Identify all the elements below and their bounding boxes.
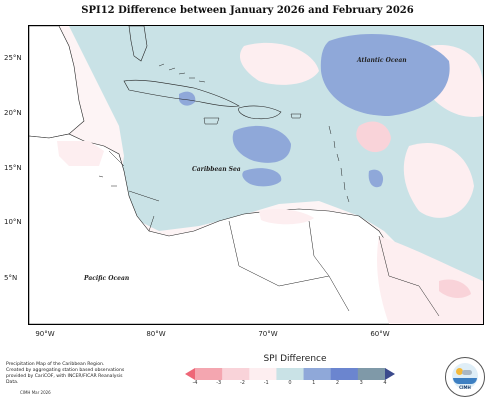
ocean-label-caribbean: Caribbean Sea [192,166,241,173]
legend-tick-label: 2 [335,380,340,386]
legend-swatch [276,368,305,380]
spi-zone-blue-cuba [179,91,196,106]
spi-land-pink-3 [439,279,471,298]
lat-label-25n: 25°N [4,54,22,62]
country-borders [108,150,440,317]
spi-zone-blue-central [242,168,282,187]
legend-arrow-left [185,368,195,380]
spi-land-pink-2 [377,236,483,324]
logo-abbr: CIMH [459,385,471,390]
land-small-islands [98,175,117,187]
logo-circle [452,363,478,389]
land-puerto-rico [290,113,302,119]
spi-zone-blue-east [368,169,384,188]
legend-swatch [222,368,250,380]
land-bahamas [158,63,206,83]
legend-tick-label: 4 [383,380,387,386]
cloud-icon [462,370,472,375]
map-credit: CIMH Mar 2026 [20,390,51,395]
legend-arrow-right [385,368,395,380]
map-svg: Atlantic Ocean Caribbean Sea Pacific Oce… [29,26,483,324]
spi-zone-pink-5 [356,121,391,153]
map-area: Atlantic Ocean Caribbean Sea Pacific Oce… [28,25,484,325]
notes-line-1: Precipitation Map of the Caribbean Regio… [6,362,105,367]
legend-tick-label: -2 [240,380,245,386]
lon-label-80w: 80°W [146,330,166,338]
spi-land-pink-4 [259,208,314,225]
lat-label-10n: 10°N [4,218,22,226]
spi-zone-pink-1 [239,42,319,85]
spi-zone-blue-hispaniola [232,125,291,163]
legend-tick-label: -4 [192,380,198,386]
cimh-logo: CIMH [445,357,485,397]
sun-icon [456,368,463,375]
notes-line-2: Created by aggregating station based obs… [6,368,125,373]
ocean-label-pacific: Pacific Ocean [83,275,129,282]
land-hispaniola [238,105,282,120]
legend-colorbar [185,368,395,380]
legend-tick-label: 3 [359,380,363,386]
land-florida [128,26,148,62]
land-jamaica [203,117,220,125]
lat-label-5n: 5°N [4,274,18,282]
lat-label-15n: 15°N [4,164,22,172]
land-lesser-antilles [328,125,350,203]
legend-tick-label: 1 [312,380,316,386]
legend-title: SPI Difference [263,354,327,364]
legend-swatch [195,368,223,380]
spi-zone-pink-3 [403,142,474,218]
map-title: SPI12 Difference between January 2026 an… [81,5,414,16]
legend-swatch [357,368,386,380]
map-notes: Precipitation Map of the Caribbean Regio… [6,362,136,386]
lat-label-20n: 20°N [4,109,22,117]
lon-label-70w: 70°W [258,330,278,338]
notes-line-3: provided by CariCOF, with INCER/FICAR Re… [6,374,123,385]
lon-label-90w: 90°W [35,330,55,338]
legend-tick-label: -3 [216,380,222,386]
legend-swatch [330,368,359,380]
land-cuba [123,79,240,107]
spi-zone-blue-atlantic [320,33,450,116]
legend-tick-label: -1 [263,380,269,386]
legend-tick-label: 0 [288,380,292,386]
legend-swatch [249,368,277,380]
ocean-label-atlantic: Atlantic Ocean [356,57,407,64]
legend-ticks: -4 -3 -2 -1 0 1 2 3 4 [0,380,495,390]
lon-label-60w: 60°W [370,330,390,338]
legend-swatch [303,368,332,380]
spi-land-pink-1 [57,141,104,166]
wave-icon [453,378,477,384]
